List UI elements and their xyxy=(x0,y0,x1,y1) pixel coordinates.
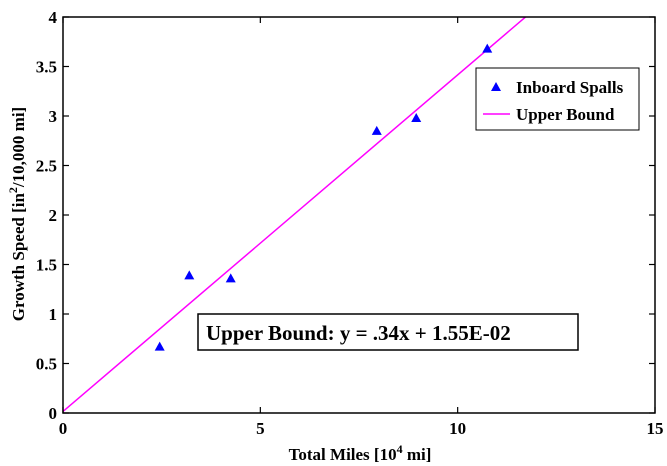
x-tick-label: 15 xyxy=(647,419,664,438)
data-points xyxy=(154,43,493,351)
legend-box xyxy=(475,67,640,131)
y-tick-label: 2 xyxy=(49,206,58,225)
upper-bound-line-layer xyxy=(63,17,527,413)
x-axis-label: Total Miles [104 mi] xyxy=(289,442,432,464)
y-tick-label: 0.5 xyxy=(36,355,57,374)
annotation-box xyxy=(197,313,579,351)
equation-annotation: Upper Bound: y = .34x + 1.55E-02 xyxy=(197,313,579,351)
annotation-text: Upper Bound: y = .34x + 1.55E-02 xyxy=(206,321,511,345)
legend-marker-inboard-spalls xyxy=(491,82,501,91)
legend-label-upper-bound: Upper Bound xyxy=(516,105,615,124)
data-point-inboard-spalls xyxy=(154,341,165,351)
tick-labels: 0 5 10 15 0 0.5 1 1.5 2 2.5 3 3.5 4 xyxy=(36,8,664,438)
data-point-inboard-spalls xyxy=(184,270,195,280)
data-point-inboard-spalls xyxy=(371,125,382,135)
y-axis-label: Growth Speed [in2/10,000 mi] xyxy=(6,107,28,321)
x-tick-label: 5 xyxy=(256,419,265,438)
axes xyxy=(62,16,656,414)
y-tick-label: 4 xyxy=(49,8,58,27)
x-tick-label: 0 xyxy=(59,419,68,438)
legend: Inboard Spalls Upper Bound xyxy=(475,67,640,131)
y-tick-label: 1.5 xyxy=(36,256,57,275)
y-tick-label: 1 xyxy=(49,305,58,324)
y-tick-label: 2.5 xyxy=(36,157,57,176)
data-point-inboard-spalls xyxy=(482,43,493,53)
data-point-inboard-spalls xyxy=(225,273,236,283)
y-tick-label: 3 xyxy=(49,107,58,126)
x-tick-label: 10 xyxy=(449,419,466,438)
y-tick-label: 3.5 xyxy=(36,58,57,77)
data-point-inboard-spalls xyxy=(411,112,422,122)
upper-bound-line xyxy=(63,17,527,413)
y-tick-label: 0 xyxy=(49,404,58,423)
legend-label-inboard-spalls: Inboard Spalls xyxy=(516,78,624,97)
